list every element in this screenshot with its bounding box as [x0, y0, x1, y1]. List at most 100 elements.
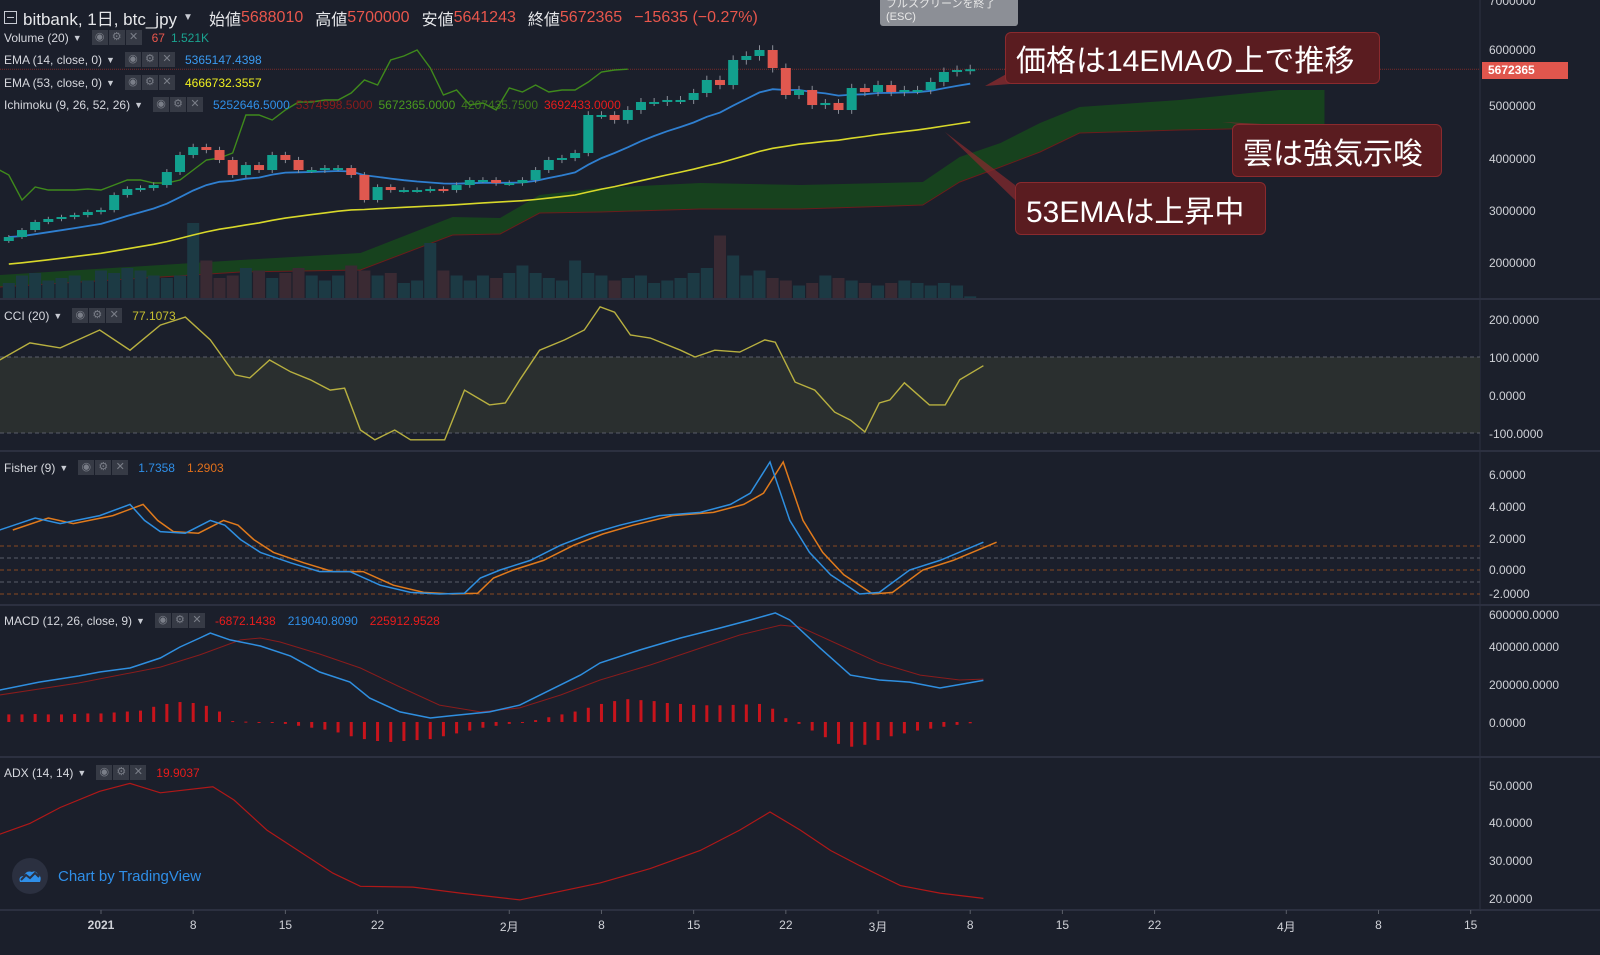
caret-down-icon[interactable]: ▼: [136, 615, 145, 626]
tradingview-branding[interactable]: Chart by TradingView: [12, 858, 201, 894]
indicator-label[interactable]: ADX (14, 14): [4, 765, 74, 780]
symbol-title[interactable]: bitbank, 1日, btc_jpy: [23, 10, 178, 29]
close-label: 終値: [527, 11, 560, 29]
caret-down-icon[interactable]: ▼: [53, 310, 63, 321]
fisher-trigger-line: [12, 460, 997, 595]
gear-icon[interactable]: ⚙: [170, 97, 186, 112]
eye-icon[interactable]: ◉: [96, 765, 113, 780]
annotation-ema53-rising[interactable]: 53EMAは上昇中: [1015, 182, 1266, 235]
indicator-label[interactable]: EMA (14, close, 0): [4, 52, 103, 67]
indicator-label[interactable]: MACD (12, 26, close, 9): [4, 613, 133, 628]
volume-bar: [2, 283, 15, 298]
candle-down: [293, 159, 304, 171]
close-icon[interactable]: ✕: [187, 97, 203, 112]
volume-bar: [832, 278, 845, 298]
volume-bar: [516, 265, 529, 298]
price-tick: 6000000: [1489, 43, 1536, 57]
gear-icon[interactable]: ⚙: [141, 75, 158, 90]
candle-up: [30, 221, 41, 231]
macd-histogram-bar: [613, 701, 617, 722]
eye-icon[interactable]: ◉: [153, 97, 169, 112]
caret-down-icon[interactable]: ▼: [134, 99, 143, 110]
gear-icon[interactable]: ⚙: [95, 460, 112, 475]
macd-histogram-bar: [270, 722, 274, 723]
candle-up: [333, 168, 344, 171]
candle-up: [596, 115, 607, 117]
eye-icon[interactable]: ◉: [124, 75, 141, 90]
indicator-label[interactable]: EMA (53, close, 0): [4, 75, 103, 90]
candle-up: [122, 189, 133, 196]
close-icon[interactable]: ✕: [158, 52, 175, 67]
time-label: 15: [686, 918, 701, 932]
indicator-label[interactable]: Volume (20): [4, 30, 69, 45]
close-icon[interactable]: ✕: [158, 75, 175, 90]
indicator-label[interactable]: Ichimoku (9, 26, 52, 26): [4, 97, 131, 112]
candle-up: [517, 179, 528, 184]
volume-bar: [700, 268, 713, 298]
time-label: 4月: [1276, 920, 1296, 934]
macd-tick: 400000.0000: [1489, 640, 1560, 654]
gear-icon[interactable]: ⚙: [171, 613, 188, 628]
indicator-value: -6872.1438: [214, 613, 276, 628]
candle-up: [912, 90, 923, 93]
candle-up: [161, 172, 172, 186]
candle-down: [280, 155, 291, 160]
close-icon[interactable]: ✕: [125, 30, 142, 45]
close-icon[interactable]: ✕: [130, 765, 147, 780]
candle-up: [873, 85, 884, 93]
macd-line: [0, 612, 984, 719]
caret-down-icon[interactable]: ▼: [72, 32, 82, 43]
gear-icon[interactable]: ⚙: [89, 308, 106, 323]
legend-ichimoku: Ichimoku (9, 26, 52, 26) ▼ ◉ ⚙ ✕ 5252646.50…: [4, 97, 621, 112]
symbol-caret-icon[interactable]: ▼: [183, 12, 193, 23]
time-label: 2月: [499, 920, 519, 934]
eye-icon[interactable]: ◉: [124, 52, 141, 67]
close-icon[interactable]: ✕: [188, 613, 205, 628]
cci-tick: -100.0000: [1489, 427, 1544, 441]
time-label: 22: [370, 918, 385, 932]
indicator-label[interactable]: Fisher (9): [4, 460, 56, 475]
indicator-value: 1.521K: [170, 30, 210, 45]
volume-bar: [266, 278, 279, 298]
eye-icon[interactable]: ◉: [72, 308, 89, 323]
macd-histogram-bar: [257, 722, 261, 723]
indicator-label[interactable]: CCI (20): [4, 308, 50, 323]
volume-bar: [437, 270, 450, 298]
eye-icon[interactable]: ◉: [78, 460, 95, 475]
ichimoku-cloud: [0, 90, 1325, 287]
candle-down: [886, 85, 897, 93]
macd-histogram-bar: [692, 704, 696, 722]
candle-up: [412, 190, 423, 193]
time-label: 3月: [868, 920, 888, 934]
volume-bar: [924, 285, 937, 298]
eye-icon[interactable]: ◉: [154, 613, 171, 628]
eye-icon[interactable]: ◉: [91, 30, 108, 45]
volume-bar: [490, 278, 503, 298]
adx-line: [0, 782, 984, 901]
macd-histogram-bar: [639, 700, 643, 722]
caret-down-icon[interactable]: ▼: [106, 77, 115, 88]
macd-histogram-bar: [573, 711, 577, 722]
close-icon[interactable]: ✕: [112, 460, 129, 475]
candle-down: [780, 68, 791, 95]
gear-icon[interactable]: ⚙: [141, 52, 158, 67]
legend-adx: ADX (14, 14) ▼ ◉ ⚙ ✕ 19.9037: [4, 765, 200, 780]
close-icon[interactable]: ✕: [106, 308, 123, 323]
gear-icon[interactable]: ⚙: [108, 30, 125, 45]
price-tick: 5000000: [1489, 99, 1536, 113]
caret-down-icon[interactable]: ▼: [59, 462, 69, 473]
candle-up: [3, 237, 14, 241]
gear-icon[interactable]: ⚙: [113, 765, 130, 780]
annotation-price-above-ema14[interactable]: 価格は14EMAの上で推移: [1005, 32, 1380, 84]
caret-down-icon[interactable]: ▼: [77, 767, 87, 778]
indicator-value: 1.7358: [138, 460, 175, 475]
indicator-value: 3692433.0000: [544, 97, 621, 112]
caret-down-icon[interactable]: ▼: [106, 54, 115, 65]
volume-bar: [253, 270, 266, 298]
collapse-icon[interactable]: [4, 11, 17, 24]
macd-histogram-bar: [112, 712, 116, 722]
candle-up: [43, 219, 54, 222]
annotation-cloud-bullish[interactable]: 雲は強気示唆: [1232, 124, 1442, 177]
indicator-value: 5365147.4398: [184, 52, 262, 67]
